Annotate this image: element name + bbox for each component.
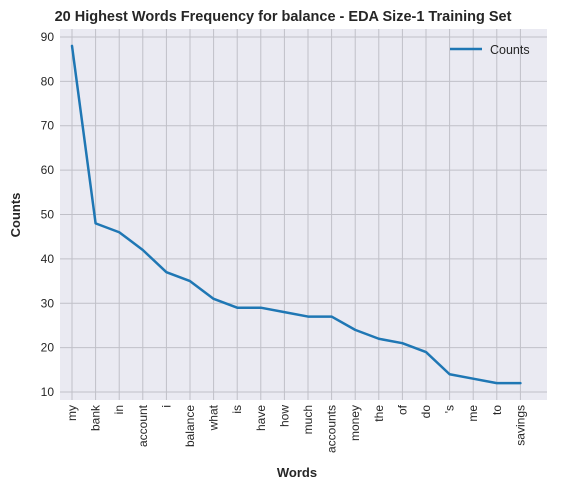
y-tick-label: 10 — [41, 385, 55, 399]
y-tick-label: 20 — [41, 341, 55, 355]
y-tick-labels: 10 20 30 40 50 60 70 80 90 — [41, 30, 55, 399]
x-tick-label: of — [395, 404, 409, 415]
x-tick-label: money — [348, 405, 362, 441]
x-tick-label: how — [277, 405, 291, 427]
x-tick-label: 's — [443, 405, 457, 413]
x-tick-label: i — [159, 405, 173, 408]
y-axis-label: Counts — [8, 193, 23, 238]
series-layer — [70, 44, 522, 385]
x-tick-label: have — [254, 405, 268, 431]
x-tick-label: me — [466, 405, 480, 422]
legend: Counts — [450, 43, 530, 57]
x-tick-label: balance — [183, 405, 197, 447]
y-tick-label: 80 — [41, 74, 55, 88]
x-axis-label: Words — [277, 465, 317, 480]
x-tick-label: savings — [513, 405, 527, 446]
legend-label: Counts — [490, 43, 530, 57]
x-tick-label: much — [301, 405, 315, 434]
series-line — [70, 44, 522, 385]
x-tick-label: what — [207, 404, 221, 431]
x-tick-label: is — [230, 405, 244, 414]
x-tick-label: my — [65, 405, 79, 421]
x-tick-label: do — [419, 405, 433, 419]
x-tick-label: the — [372, 405, 386, 422]
y-tick-label: 70 — [41, 119, 55, 133]
y-tick-label: 40 — [41, 252, 55, 266]
x-tick-labels: my bank in account i balance what is have how much… — [65, 404, 527, 453]
chart-title: 20 Highest Words Frequency for balance -… — [55, 9, 512, 25]
y-tick-label: 90 — [41, 30, 55, 44]
y-tick-label: 30 — [41, 296, 55, 310]
x-tick-label: account — [136, 404, 150, 447]
x-tick-label: in — [112, 405, 126, 414]
x-tick-label: bank — [89, 404, 103, 431]
x-tick-label: accounts — [325, 405, 339, 453]
y-tick-label: 60 — [41, 163, 55, 177]
y-tick-label: 50 — [41, 208, 55, 222]
x-tick-label: to — [490, 405, 504, 415]
